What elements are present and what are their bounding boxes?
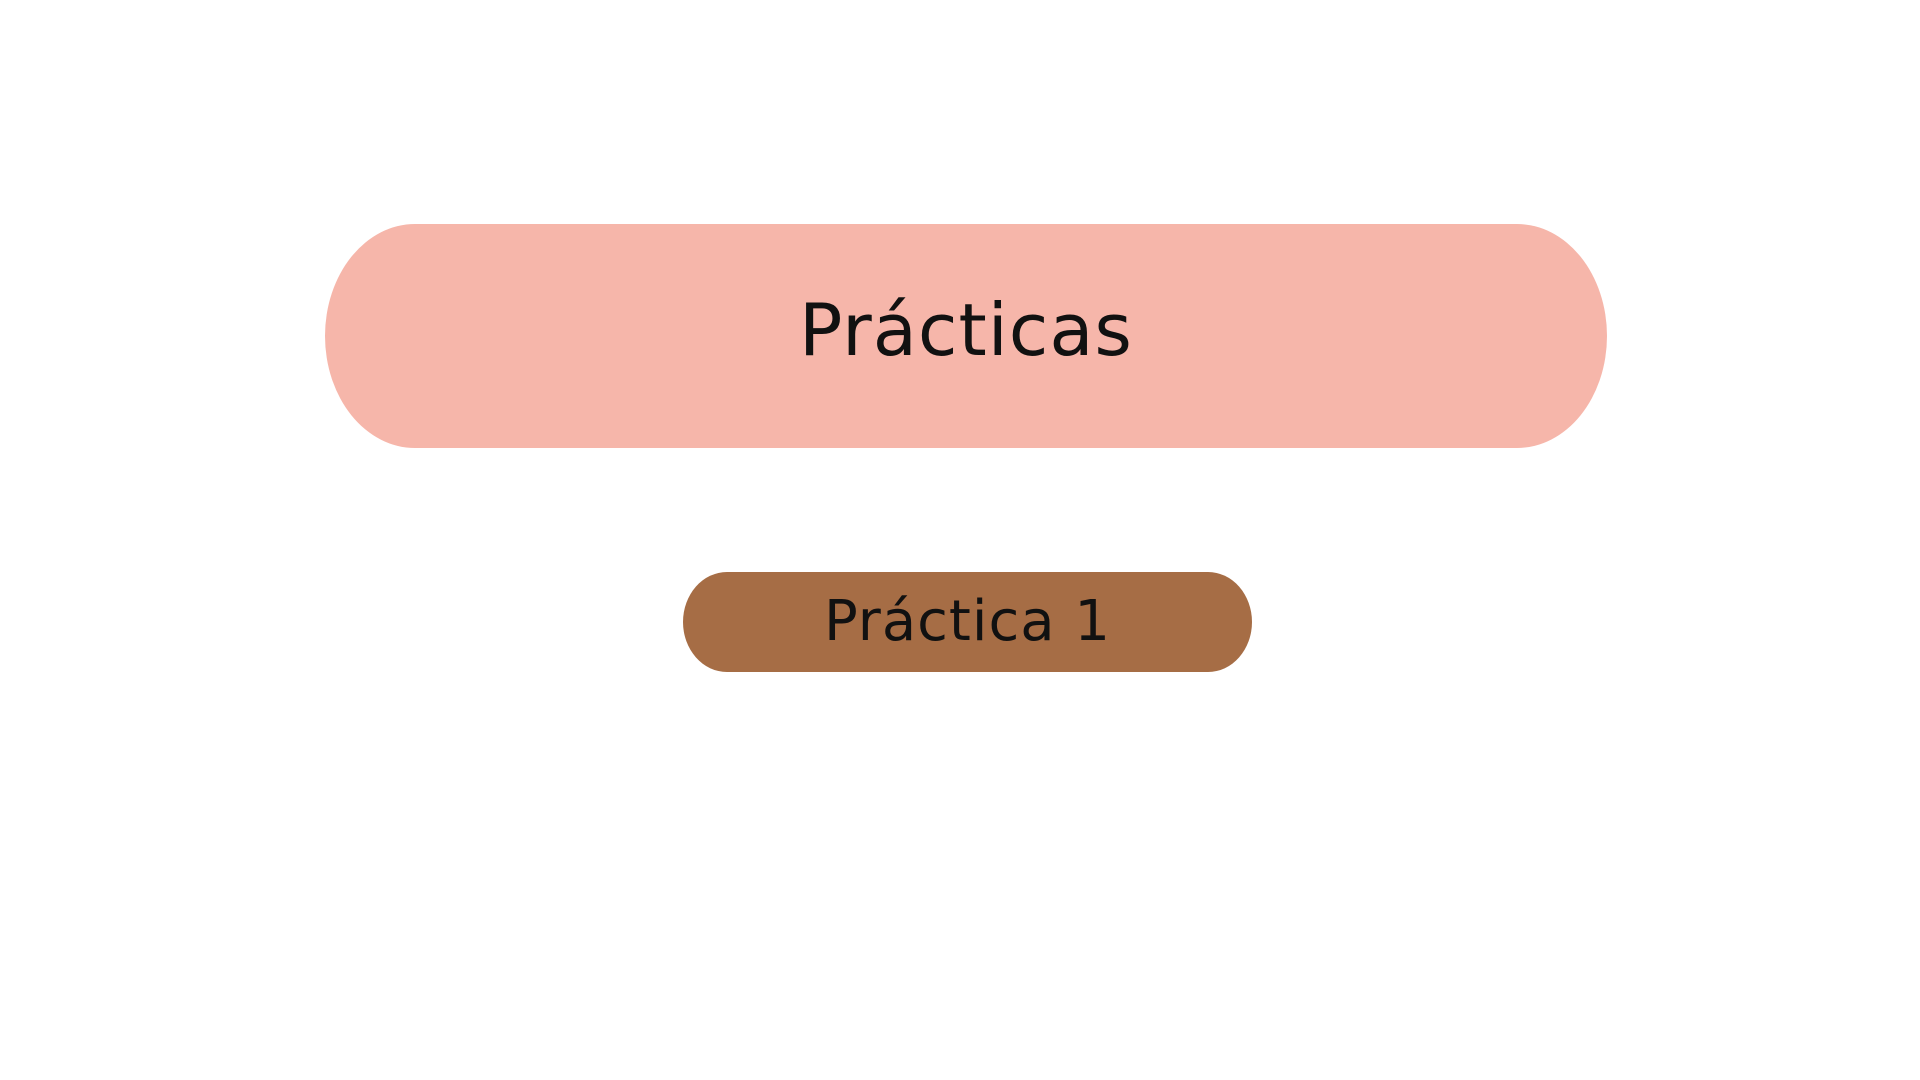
title-banner: Prácticas [325,224,1607,448]
practice-1-button[interactable]: Práctica 1 [683,572,1252,672]
page-title: Prácticas [799,288,1133,372]
practice-1-label: Práctica 1 [824,589,1111,654]
